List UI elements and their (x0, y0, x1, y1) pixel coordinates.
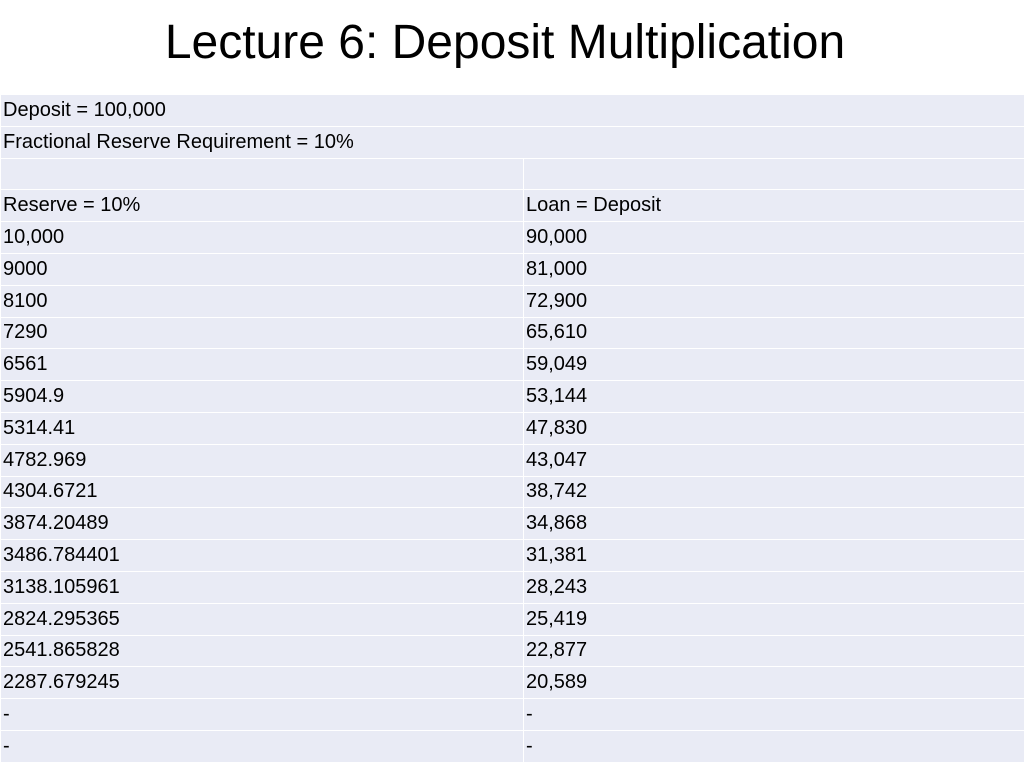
loan-cell: 90,000 (523, 221, 1024, 254)
loan-cell: 65,610 (523, 316, 1024, 350)
reserve-cell: 3138.105961 (0, 570, 524, 604)
blank-row (0, 157, 1024, 191)
reserve-cell: 8100 (0, 284, 524, 318)
reserve-column-header: Reserve = 10% (0, 189, 524, 223)
slide-title: Lecture 6: Deposit Multiplication (164, 16, 846, 69)
loan-cell: 34,868 (523, 507, 1024, 541)
reserve-requirement-cell: Fractional Reserve Requirement = 10% (0, 125, 1024, 159)
table-row: -- (0, 729, 1024, 763)
loan-cell: 22,877 (523, 634, 1024, 668)
reserve-cell: - (0, 698, 524, 731)
table-body: Deposit = 100,000 Fractional Reserve Req… (0, 94, 1024, 763)
table-row: 5904.9 53,144 (0, 380, 1024, 413)
table-row: 9000 81,000 (0, 252, 1024, 286)
table-row: 10,000 90,000 (0, 221, 1024, 254)
table-row: 6561 59,049 (0, 348, 1024, 382)
table-row: 4782.969 43,047 (0, 443, 1024, 477)
loan-cell: 38,742 (523, 475, 1024, 509)
reserve-cell: 9000 (0, 252, 524, 286)
table-row: 3138.105961 28,243 (0, 570, 1024, 604)
loan-cell: - (523, 729, 1024, 763)
loan-cell: 31,381 (523, 539, 1024, 572)
loan-cell: 81,000 (523, 252, 1024, 286)
column-header-row: Reserve = 10% Loan = Deposit (0, 189, 1024, 223)
blank-cell (523, 157, 1024, 191)
reserve-cell: 2824.295365 (0, 602, 524, 636)
reserve-requirement-row: Fractional Reserve Requirement = 10% (0, 125, 1024, 159)
loan-cell: 53,144 (523, 380, 1024, 413)
reserve-cell: 4782.969 (0, 443, 524, 477)
reserve-cell: 10,000 (0, 221, 524, 254)
reserve-cell: 7290 (0, 316, 524, 350)
loan-cell: 47,830 (523, 411, 1024, 445)
table-row: -- (0, 698, 1024, 731)
table-row: 2541.865828 22,877 (0, 634, 1024, 668)
table-row: 7290 65,610 (0, 316, 1024, 350)
deposit-cell: Deposit = 100,000 (0, 94, 1024, 127)
reserve-cell: 2541.865828 (0, 634, 524, 668)
reserve-cell: 6561 (0, 348, 524, 382)
reserve-cell: 4304.6721 (0, 475, 524, 509)
reserve-cell: 3486.784401 (0, 539, 524, 572)
table-row: 8100 72,900 (0, 284, 1024, 318)
loan-cell: 28,243 (523, 570, 1024, 604)
table-row: 5314.41 47,830 (0, 411, 1024, 445)
loan-cell: 72,900 (523, 284, 1024, 318)
reserve-cell: 2287.679245 (0, 666, 524, 700)
blank-cell (0, 157, 524, 191)
table-row: 3486.784401 31,381 (0, 539, 1024, 572)
table-row: 4304.6721 38,742 (0, 475, 1024, 509)
loan-column-header: Loan = Deposit (523, 189, 1024, 223)
loan-cell: - (523, 698, 1024, 731)
loan-cell: 25,419 (523, 602, 1024, 636)
table-row: 3874.20489 34,868 (0, 507, 1024, 541)
reserve-cell: 3874.20489 (0, 507, 524, 541)
deposit-row: Deposit = 100,000 (0, 94, 1024, 127)
table-row: 2824.295365 25,419 (0, 602, 1024, 636)
reserve-cell: - (0, 729, 524, 763)
loan-cell: 20,589 (523, 666, 1024, 700)
reserve-cell: 5314.41 (0, 411, 524, 445)
loan-cell: 43,047 (523, 443, 1024, 477)
loan-cell: 59,049 (523, 348, 1024, 382)
deposit-multiplication-table: Deposit = 100,000 Fractional Reserve Req… (0, 94, 1024, 763)
table-row: 2287.679245 20,589 (0, 666, 1024, 700)
reserve-cell: 5904.9 (0, 380, 524, 413)
